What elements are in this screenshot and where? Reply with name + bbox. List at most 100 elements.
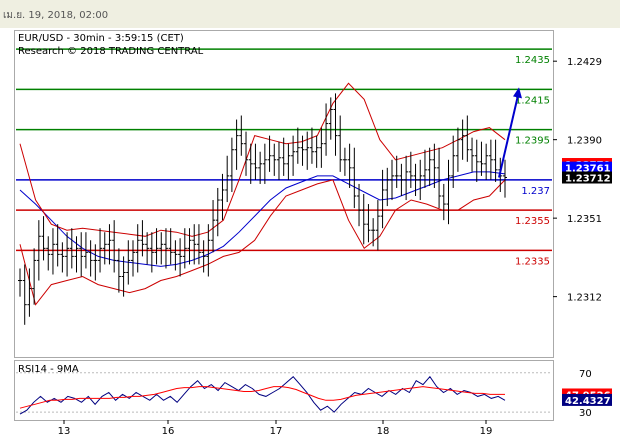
price-bar (389, 159, 394, 201)
price-bar (206, 224, 211, 277)
price-bar (178, 238, 183, 277)
price-marker-label: 1.23712 (565, 173, 611, 184)
price-bar (465, 115, 470, 162)
price-bar (352, 147, 357, 209)
moving-average-line (19, 171, 506, 267)
price-bar (427, 147, 432, 186)
price-bar (55, 224, 60, 267)
rsi-series-line (19, 386, 505, 409)
price-bar (116, 248, 121, 293)
rsi-title: RSI14 - 9MA (18, 364, 79, 375)
price-bar (173, 240, 178, 271)
price-bar (258, 151, 263, 184)
price-bar (484, 143, 489, 180)
y-tick-label: 1.2390 (567, 136, 602, 147)
price-bar (380, 169, 385, 229)
x-tick-label: 13 (58, 426, 71, 437)
price-bar (253, 143, 258, 180)
price-bar (41, 216, 46, 261)
price-bar (470, 137, 475, 172)
left-margin (0, 28, 12, 444)
price-bar (295, 127, 300, 164)
price-bar (121, 256, 126, 297)
rsi-marker-box (562, 393, 612, 406)
price-bar (225, 155, 230, 203)
price-bar (112, 220, 117, 273)
price-bar (196, 224, 201, 265)
price-bar (408, 151, 413, 188)
price-bar (140, 220, 145, 257)
price-bar (244, 131, 249, 176)
price-bar (460, 119, 465, 160)
price-bar (83, 232, 88, 269)
rsi-series-line (19, 375, 506, 415)
price-bar (18, 268, 22, 297)
price-bar (22, 264, 27, 325)
x-tick-label: 19 (480, 426, 493, 437)
y-tick-label: 1.2429 (567, 57, 602, 68)
price-bar (300, 135, 305, 166)
price-bar (36, 220, 41, 281)
price-bar (432, 143, 437, 188)
price-bar (60, 242, 65, 273)
price-bar (211, 200, 216, 253)
timestamp: เม.ย. 19, 2018, 02:00 (3, 10, 109, 21)
price-bar (399, 163, 404, 197)
price-bar (135, 224, 140, 273)
price-bar (163, 228, 168, 269)
bollinger-upper-line (19, 82, 506, 237)
price-bar (338, 115, 343, 172)
x-tick-label: 18 (377, 426, 390, 437)
price-bar (79, 232, 84, 277)
price-bar (342, 147, 347, 176)
price-bar (422, 149, 427, 188)
price-bar (309, 127, 314, 164)
y-tick-label: 1.2351 (567, 214, 602, 225)
price-bar (149, 232, 154, 273)
price-bar (27, 268, 32, 317)
price-bar (168, 228, 173, 265)
price-bar (182, 228, 187, 269)
price-bar (503, 159, 507, 198)
projection-arrow (498, 95, 519, 178)
price-bar (446, 159, 451, 225)
price-bar (192, 224, 197, 265)
x-tick-label: 17 (270, 426, 283, 437)
price-bar (291, 135, 296, 176)
price-bar (220, 173, 225, 221)
level-label: 1.2435 (515, 55, 550, 66)
price-marker-box (562, 171, 612, 184)
price-bar (361, 194, 366, 245)
level-label: 1.237 (521, 186, 550, 197)
price-bar (366, 204, 371, 243)
price-bar (286, 143, 291, 180)
price-bar (455, 127, 460, 172)
price-bar (328, 97, 333, 140)
price-bar (375, 200, 380, 251)
price-bar (248, 143, 253, 184)
bollinger-lower-line (19, 179, 506, 306)
price-bar (215, 187, 220, 237)
price-bar (32, 248, 37, 305)
price-bar (102, 232, 107, 265)
price-bar (74, 236, 79, 273)
price-bar (46, 236, 51, 271)
price-bar (159, 232, 164, 265)
price-bar (281, 137, 286, 176)
price-bar (229, 137, 234, 192)
price-bar (69, 228, 74, 269)
price-bar (479, 141, 484, 176)
price-bar (451, 135, 456, 188)
price-bar (65, 232, 70, 277)
price-bar (493, 139, 498, 182)
price-bar (145, 232, 150, 265)
chart-subtitle: Research © 2018 TRADING CENTRAL (18, 46, 204, 57)
price-bar (437, 147, 442, 209)
price-bar (239, 115, 244, 156)
y-tick-label: 1.2312 (567, 293, 602, 304)
rsi-tick-label: 70 (579, 369, 592, 380)
price-bar (272, 143, 277, 176)
price-bar (404, 155, 409, 201)
